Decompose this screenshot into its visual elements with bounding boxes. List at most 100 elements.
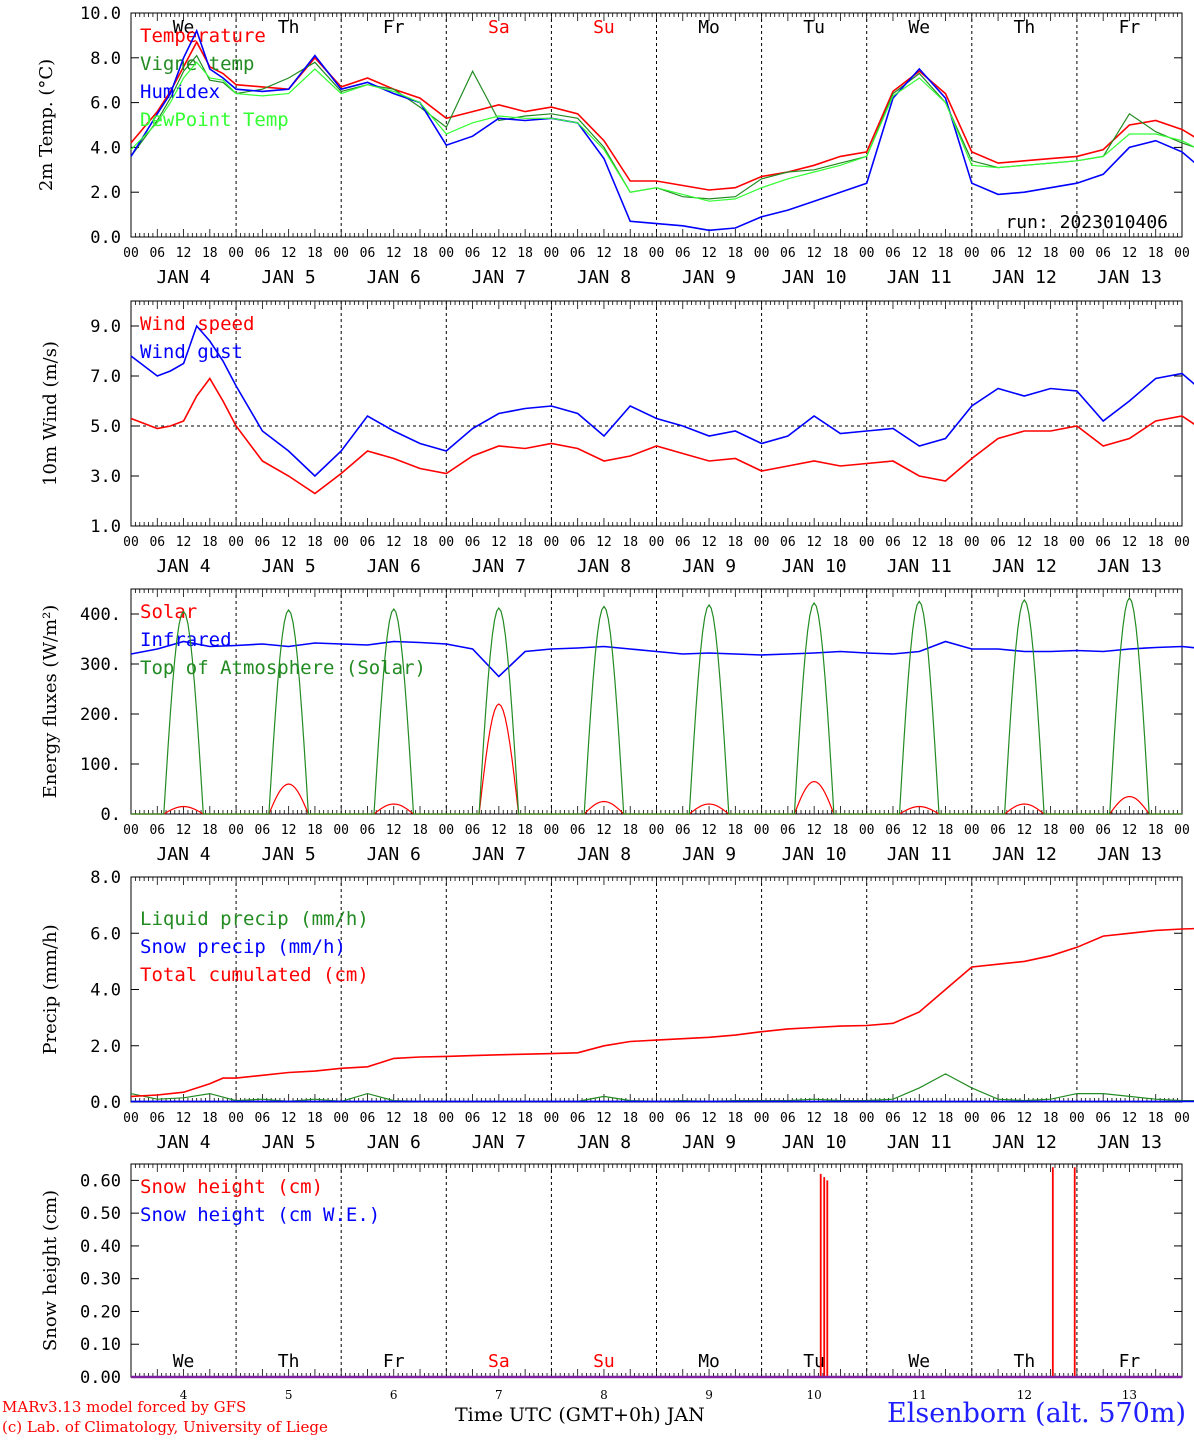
x-hour-label: 00 [123,246,139,261]
x-hour-label: 12 [281,823,297,838]
y-tick-label: 400. [80,605,121,625]
x-hour-label: 12 [386,823,402,838]
x-day-number: 5 [285,1388,293,1402]
x-hour-label: 00 [544,823,560,838]
legend-entry: Wind speed [140,313,254,335]
x-hour-label: 06 [360,1111,376,1126]
station-name: Elsenborn (alt. 570m) [887,1398,1186,1429]
y-tick-label: 4.0 [90,138,121,158]
x-hour-label: 06 [465,246,481,261]
y-tick-label: 0.40 [80,1237,121,1257]
x-hour-label: 00 [1174,1111,1190,1126]
x-hour-label: 06 [780,823,796,838]
x-hour-label: 06 [570,246,586,261]
weekday-label: Fr [383,17,405,38]
panel-frame [130,300,1183,527]
weekday-label: Th [1014,1351,1036,1372]
x-hour-label: 00 [859,535,875,550]
y-tick-label: 8.0 [90,49,121,69]
y-tick-label: 6.0 [90,924,121,944]
y-tick-label: 0.20 [80,1302,121,1322]
x-axis-title: Time UTC (GMT+0h) JAN [455,1404,705,1426]
x-hour-label: 06 [780,535,796,550]
x-date-label: JAN 10 [782,267,847,288]
x-hour-label: 12 [806,246,822,261]
x-date-label: JAN 8 [577,267,631,288]
x-date-label: JAN 7 [472,1132,526,1153]
x-date-label: JAN 11 [887,267,952,288]
x-hour-label: 06 [149,1111,165,1126]
x-date-label: JAN 8 [577,1132,631,1153]
x-date-label: JAN 13 [1097,1132,1162,1153]
weekday-label: Tu [803,17,825,38]
y-axis-label: 10m Wind (m/s) [40,341,61,486]
y-tick-label: 0.00 [80,1368,121,1388]
x-day-number: 12 [1017,1388,1032,1402]
y-axis-label: Energy fluxes (W/m²) [40,605,61,799]
legend-entry: Infrared [140,629,232,651]
weekday-label: Fr [383,1351,405,1372]
x-hour-label: 12 [596,246,612,261]
x-date-label: JAN 6 [367,267,421,288]
x-day-number: 6 [390,1388,398,1402]
series-line-wind-gust [130,324,1194,478]
y-axis-label: 2m Temp. (°C) [36,59,57,191]
x-date-label: JAN 5 [262,267,316,288]
x-hour-label: 18 [412,823,428,838]
x-hour-label: 12 [596,535,612,550]
y-axis-label: Snow height (cm) [40,1190,61,1351]
y-tick-label: 0.50 [80,1204,121,1224]
x-hour-label: 00 [964,1111,980,1126]
series-line-liquid-precip-mm-h- [130,1073,1194,1103]
x-day-number: 8 [600,1388,608,1402]
x-hour-label: 12 [176,246,192,261]
y-tick-label: 4.0 [90,981,121,1001]
run-label: run: 2023010406 [1005,212,1168,233]
x-hour-label: 06 [885,535,901,550]
x-hour-label: 06 [885,246,901,261]
x-date-label: JAN 9 [682,844,736,865]
x-hour-label: 00 [228,1111,244,1126]
x-date-label: JAN 6 [367,1132,421,1153]
y-tick-label: 1.0 [90,517,121,537]
x-date-label: JAN 12 [992,267,1057,288]
series-line-wind-speed [130,377,1194,495]
x-date-label: JAN 10 [782,844,847,865]
x-hour-label: 06 [465,1111,481,1126]
x-date-label: JAN 4 [156,844,210,865]
x-hour-label: 18 [412,1111,428,1126]
x-hour-label: 18 [622,823,638,838]
x-hour-label: 06 [990,535,1006,550]
x-hour-label: 00 [438,535,454,550]
x-date-label: JAN 13 [1097,556,1162,577]
x-hour-label: 12 [1122,1111,1138,1126]
legend-entry: Solar [140,601,197,623]
x-hour-label: 00 [754,823,770,838]
y-axis-label: Precip (mm/h) [40,924,61,1054]
copyright-credit: (c) Lab. of Climatology, University of L… [2,1418,328,1436]
x-hour-label: 06 [570,535,586,550]
x-hour-label: 00 [123,1111,139,1126]
x-hour-label: 00 [228,246,244,261]
x-date-label: JAN 4 [156,267,210,288]
x-hour-label: 18 [1043,246,1059,261]
x-hour-label: 18 [517,823,533,838]
x-hour-label: 18 [1043,1111,1059,1126]
x-hour-label: 12 [911,823,927,838]
legend-entry: Vigne temp [140,53,254,75]
x-hour-label: 00 [1069,1111,1085,1126]
x-hour-label: 00 [438,246,454,261]
weekday-label: Th [1014,17,1036,38]
x-date-label: JAN 6 [367,556,421,577]
x-hour-label: 18 [1148,246,1164,261]
x-hour-label: 06 [149,535,165,550]
x-hour-label: 06 [990,823,1006,838]
legend-entry: Total cumulated (cm) [140,964,369,986]
x-date-label: JAN 12 [992,844,1057,865]
y-tick-label: 200. [80,705,121,725]
y-tick-label: 9.0 [90,317,121,337]
x-hour-label: 18 [412,246,428,261]
series-line-infrared [130,640,1194,678]
x-hour-label: 00 [333,823,349,838]
x-day-number: 9 [705,1388,713,1402]
